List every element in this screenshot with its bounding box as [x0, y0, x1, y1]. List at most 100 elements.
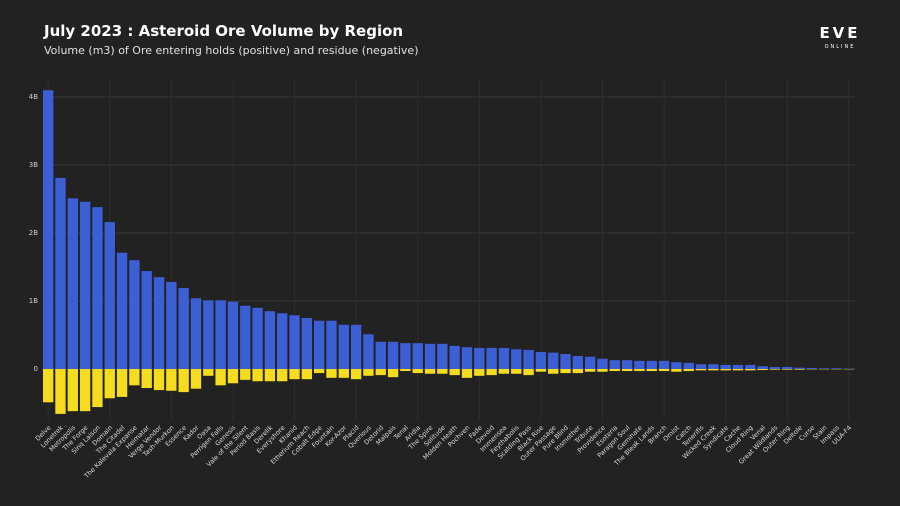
bar — [461, 369, 473, 378]
bar — [806, 367, 818, 369]
bar — [511, 349, 522, 369]
y-tick-label: 1B — [29, 297, 38, 305]
bar — [782, 366, 793, 369]
bar — [227, 369, 239, 384]
bar — [178, 288, 189, 369]
bar — [831, 368, 842, 369]
bar — [313, 369, 325, 374]
bar — [745, 369, 756, 371]
bar — [609, 369, 620, 372]
bar — [560, 354, 571, 369]
bar — [240, 369, 251, 380]
bar — [572, 369, 584, 374]
bar — [55, 177, 66, 369]
bar — [301, 318, 313, 369]
bar — [658, 360, 670, 369]
bar — [548, 352, 559, 369]
bar — [203, 300, 214, 369]
bar — [412, 343, 423, 369]
bar — [104, 222, 115, 369]
bar — [301, 369, 313, 380]
bar — [141, 369, 152, 389]
bar — [535, 369, 547, 372]
bar — [215, 300, 226, 369]
bar — [116, 369, 128, 397]
bar — [153, 369, 165, 391]
bar — [695, 369, 707, 371]
bar — [363, 334, 374, 369]
bar — [548, 369, 559, 374]
bar — [277, 313, 288, 369]
bar — [129, 260, 140, 369]
bar — [289, 315, 300, 369]
bar — [732, 369, 744, 371]
bar — [437, 343, 448, 369]
bar — [646, 369, 657, 372]
chart-title: July 2023 : Asteroid Ore Volume by Regio… — [43, 22, 403, 40]
bar — [252, 307, 263, 369]
bar — [671, 362, 682, 369]
bar — [166, 281, 177, 369]
bar — [400, 369, 411, 372]
bar — [326, 369, 337, 378]
bar — [584, 369, 596, 372]
bar — [190, 369, 202, 389]
bar — [769, 366, 781, 369]
bar — [486, 347, 497, 369]
bar — [178, 369, 189, 393]
bar — [42, 90, 54, 369]
bar — [819, 368, 830, 369]
logo-name: EVE — [819, 24, 860, 42]
bar — [289, 369, 300, 380]
bar — [609, 360, 620, 369]
bar — [584, 356, 596, 369]
bar — [153, 277, 165, 369]
bar — [474, 369, 485, 376]
bar — [215, 369, 226, 386]
bar — [621, 369, 633, 372]
bar — [794, 369, 805, 370]
bar — [277, 369, 288, 382]
bar — [745, 364, 756, 369]
bar — [92, 369, 103, 408]
y-tick-label: 3B — [29, 161, 38, 169]
logo-sub: ONLINE — [825, 44, 856, 50]
bar — [511, 369, 522, 374]
bar — [79, 369, 91, 412]
bar — [597, 358, 608, 369]
bar — [474, 347, 485, 369]
bar — [449, 345, 460, 369]
bar — [387, 341, 399, 369]
bar — [116, 252, 128, 369]
bar — [203, 369, 214, 376]
bar — [424, 343, 436, 369]
bar — [634, 360, 645, 369]
bar — [264, 369, 276, 382]
bar — [363, 369, 374, 376]
bar — [572, 356, 584, 369]
bar — [350, 369, 362, 380]
bar — [597, 369, 608, 372]
bar — [621, 360, 633, 369]
bar — [240, 305, 251, 369]
bar — [437, 369, 448, 374]
bar — [42, 369, 54, 403]
bar — [794, 367, 805, 369]
bar — [708, 369, 719, 371]
bar — [166, 369, 177, 391]
bar — [732, 364, 744, 369]
bar — [461, 347, 473, 369]
bar — [782, 369, 793, 370]
bar — [350, 324, 362, 369]
bar — [683, 369, 694, 372]
bar — [498, 369, 510, 374]
bar — [387, 369, 399, 378]
bar — [671, 369, 682, 372]
bar — [313, 320, 325, 369]
bar — [326, 320, 337, 369]
bar — [129, 369, 140, 386]
bar — [190, 298, 202, 369]
bar — [560, 369, 571, 374]
bar — [695, 364, 707, 369]
